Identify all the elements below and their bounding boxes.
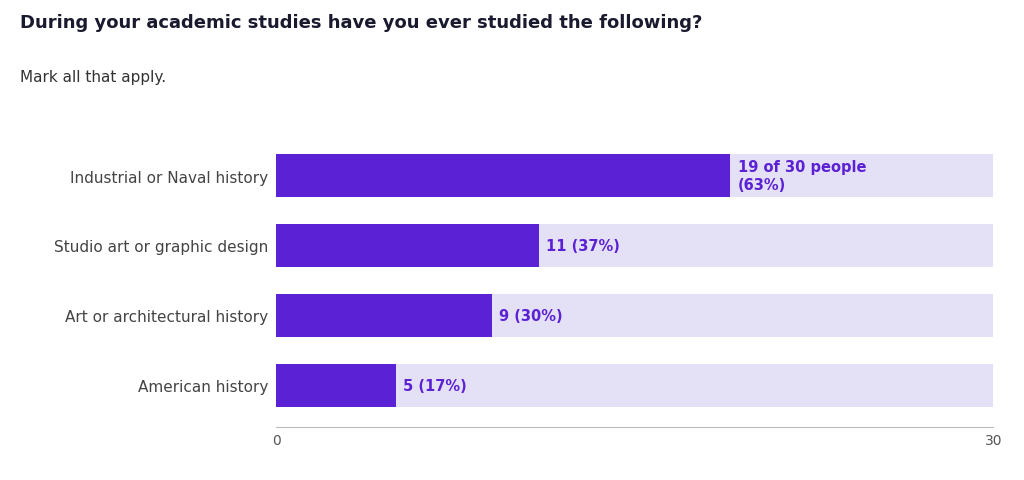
Bar xyxy=(276,364,396,407)
Bar xyxy=(276,155,730,198)
Bar xyxy=(276,294,993,337)
Text: Mark all that apply.: Mark all that apply. xyxy=(20,70,167,84)
Text: 19 of 30 people
(63%): 19 of 30 people (63%) xyxy=(737,159,866,193)
Text: During your academic studies have you ever studied the following?: During your academic studies have you ev… xyxy=(20,14,702,32)
Bar xyxy=(276,224,993,267)
Text: 9 (30%): 9 (30%) xyxy=(499,308,562,323)
Text: 5 (17%): 5 (17%) xyxy=(403,378,467,393)
Bar xyxy=(276,155,993,198)
Bar xyxy=(276,224,540,267)
Bar xyxy=(276,364,993,407)
Bar xyxy=(276,294,492,337)
Text: 11 (37%): 11 (37%) xyxy=(547,239,621,253)
